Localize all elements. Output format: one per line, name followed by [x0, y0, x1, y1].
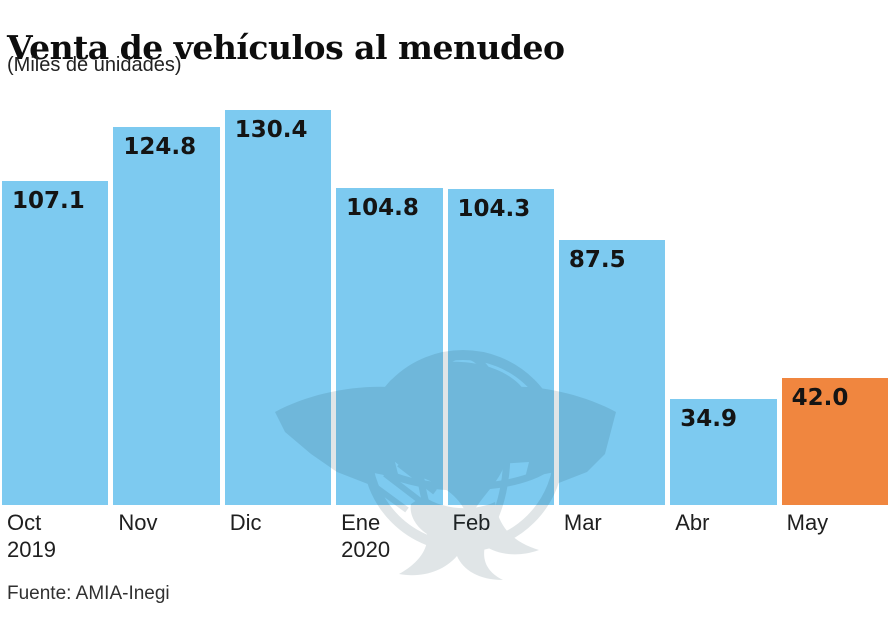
x-axis-label-month: Abr	[675, 510, 710, 535]
bar-value-label: 107.1	[12, 187, 85, 214]
x-axis-label: Mar	[559, 509, 665, 563]
bar-value-label: 124.8	[123, 134, 197, 160]
bar: 107.1	[2, 180, 109, 505]
bar-value-label: 87.5	[568, 247, 626, 273]
x-axis-label-month: Ene	[341, 510, 381, 535]
x-axis-label: Feb	[448, 509, 554, 563]
x-axis-label-month: May	[786, 510, 829, 535]
bar: 42.0	[781, 377, 888, 505]
x-axis-label-month: Mar	[563, 510, 602, 535]
x-axis-label: Dic	[225, 509, 331, 563]
bar-value-label: 42.0	[791, 384, 849, 411]
x-axis-label: May	[782, 509, 888, 563]
bar: 104.3	[447, 189, 554, 505]
x-axis-label-month: Dic	[229, 510, 262, 535]
bar-value-label: 104.3	[457, 196, 531, 223]
x-axis-label-year: 2019	[7, 537, 56, 562]
bar: 87.5	[558, 240, 666, 505]
bar: 124.8	[113, 127, 220, 505]
x-axis-label-month: Feb	[452, 510, 491, 535]
x-axis-label: Nov	[113, 509, 219, 563]
x-axis-label: Oct 2019	[2, 509, 108, 563]
bar: 34.9	[670, 399, 777, 505]
x-axis-label-month: Nov	[118, 510, 158, 535]
source-line: Fuente: AMIA-Inegi	[7, 583, 170, 604]
bar-chart: 107.1 124.8 130.4 104.8 104.3 87.5 34.9 42.0	[0, 110, 890, 505]
bar-value-label: 34.9	[680, 406, 737, 433]
bar-value-label: 104.8	[346, 194, 419, 221]
page-title: Venta de vehículos al menudeo	[7, 28, 565, 68]
bar: 104.8	[336, 187, 443, 505]
x-axis-label-month: Oct	[7, 510, 42, 535]
x-axis-label: Ene 2020	[336, 509, 442, 563]
x-axis-label: Abr	[670, 509, 776, 563]
bar: 130.4	[224, 110, 332, 505]
bar-value-label: 130.4	[234, 117, 308, 143]
x-axis-labels: Oct 2019 Nov Dic Ene 2020 Feb Mar Abr May	[0, 509, 890, 563]
page-subtitle: (Miles de unidades)	[7, 54, 182, 76]
x-axis-label-year: 2020	[341, 537, 391, 562]
